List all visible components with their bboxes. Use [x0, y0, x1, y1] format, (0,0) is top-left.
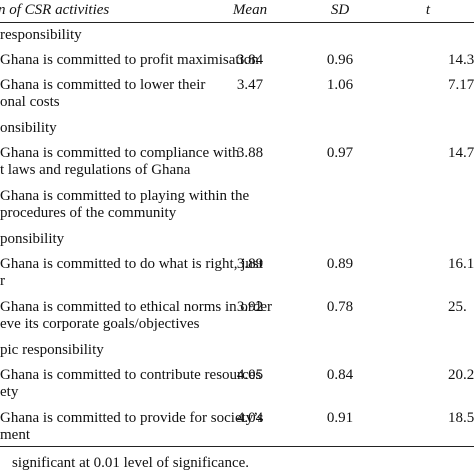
row-label: Ghana is committed to compliance with	[0, 145, 240, 161]
row-label: ment	[0, 427, 30, 443]
cell-sd: 0.91	[326, 410, 354, 426]
cell-t: 16.1	[448, 256, 474, 272]
cell-mean: 3.84	[236, 52, 264, 68]
row-label: Ghana is committed to ethical norms in o…	[0, 299, 273, 315]
row-label: Ghana is committed to do what is right, …	[0, 256, 263, 272]
cell-sd: 0.89	[326, 256, 354, 272]
cell-mean: 4.05	[236, 367, 264, 383]
cell-mean: 3.92	[236, 299, 264, 315]
cell-t: 14.74	[448, 145, 474, 161]
section-title: ponsibility	[0, 231, 65, 247]
cell-mean: 4.04	[236, 410, 264, 426]
cell-mean: 3.88	[236, 145, 264, 161]
cell-sd: 0.78	[326, 299, 354, 315]
column-header: SD	[330, 2, 350, 18]
row-label: procedures of the community	[0, 205, 177, 221]
column-header: n of CSR activities	[0, 2, 110, 18]
row-label: Ghana is committed to provide for societ…	[0, 410, 264, 426]
row-label: Ghana is committed to profit maximisatio…	[0, 52, 259, 68]
section-title: pic responsibility	[0, 342, 104, 358]
section-title: responsibility	[0, 27, 82, 43]
cell-sd: 0.96	[326, 52, 354, 68]
row-label: ety	[0, 384, 19, 400]
row-label: Ghana is committed to lower their	[0, 77, 206, 93]
cell-sd: 1.06	[326, 77, 354, 93]
row-label: onal costs	[0, 94, 60, 110]
row-label: Ghana is committed to contribute resourc…	[0, 367, 262, 383]
cell-t: 25.	[448, 299, 467, 315]
cell-sd: 0.84	[326, 367, 354, 383]
cell-mean: 3.89	[236, 256, 264, 272]
column-header: Mean	[232, 2, 268, 18]
cell-t: 7.17	[448, 77, 474, 93]
section-title: onsibility	[0, 120, 57, 136]
header-rule	[0, 22, 474, 23]
cell-t: 14.3	[448, 52, 474, 68]
column-header: t	[425, 2, 431, 18]
cell-sd: 0.97	[326, 145, 354, 161]
row-label: t laws and regulations of Ghana	[0, 162, 191, 178]
row-label: eve its corporate goals/objectives	[0, 316, 200, 332]
cell-mean: 3.47	[236, 77, 264, 93]
cell-t: 20.2	[448, 367, 474, 383]
row-label: r	[0, 273, 5, 289]
row-label: Ghana is committed to playing within the	[0, 188, 250, 204]
table-note: significant at 0.01 level of significanc…	[12, 455, 250, 471]
bottom-rule	[0, 446, 474, 447]
cell-t: 18.5	[448, 410, 474, 426]
